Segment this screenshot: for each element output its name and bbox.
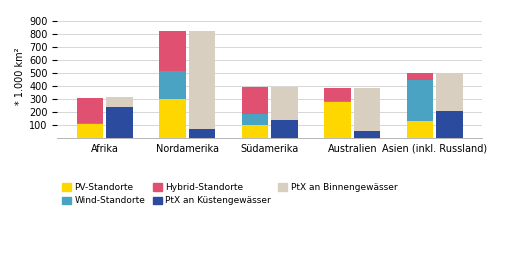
Bar	[159, 72, 185, 99]
Bar	[436, 73, 462, 111]
Bar	[353, 89, 380, 131]
Bar	[353, 131, 380, 138]
Bar	[324, 89, 350, 101]
Bar	[241, 114, 268, 125]
Y-axis label: * 1.000 km²: * 1.000 km²	[15, 48, 25, 105]
Bar	[406, 80, 432, 122]
Bar	[106, 107, 132, 138]
Bar	[241, 125, 268, 138]
Bar	[324, 101, 350, 102]
Bar	[271, 87, 297, 120]
Bar	[324, 102, 350, 138]
Bar	[406, 73, 432, 80]
Bar	[77, 123, 103, 124]
Bar	[106, 97, 132, 107]
Bar	[271, 120, 297, 138]
Bar	[406, 122, 432, 138]
Bar	[188, 31, 215, 129]
Bar	[188, 129, 215, 138]
Bar	[159, 99, 185, 138]
Bar	[241, 87, 268, 114]
Bar	[159, 31, 185, 72]
Bar	[77, 98, 103, 123]
Bar	[77, 124, 103, 138]
Legend: PV-Standorte, Wind-Standorte, Hybrid-Standorte, PtX an Küstengewässer, PtX an Bi: PV-Standorte, Wind-Standorte, Hybrid-Sta…	[62, 183, 397, 206]
Bar	[436, 111, 462, 138]
